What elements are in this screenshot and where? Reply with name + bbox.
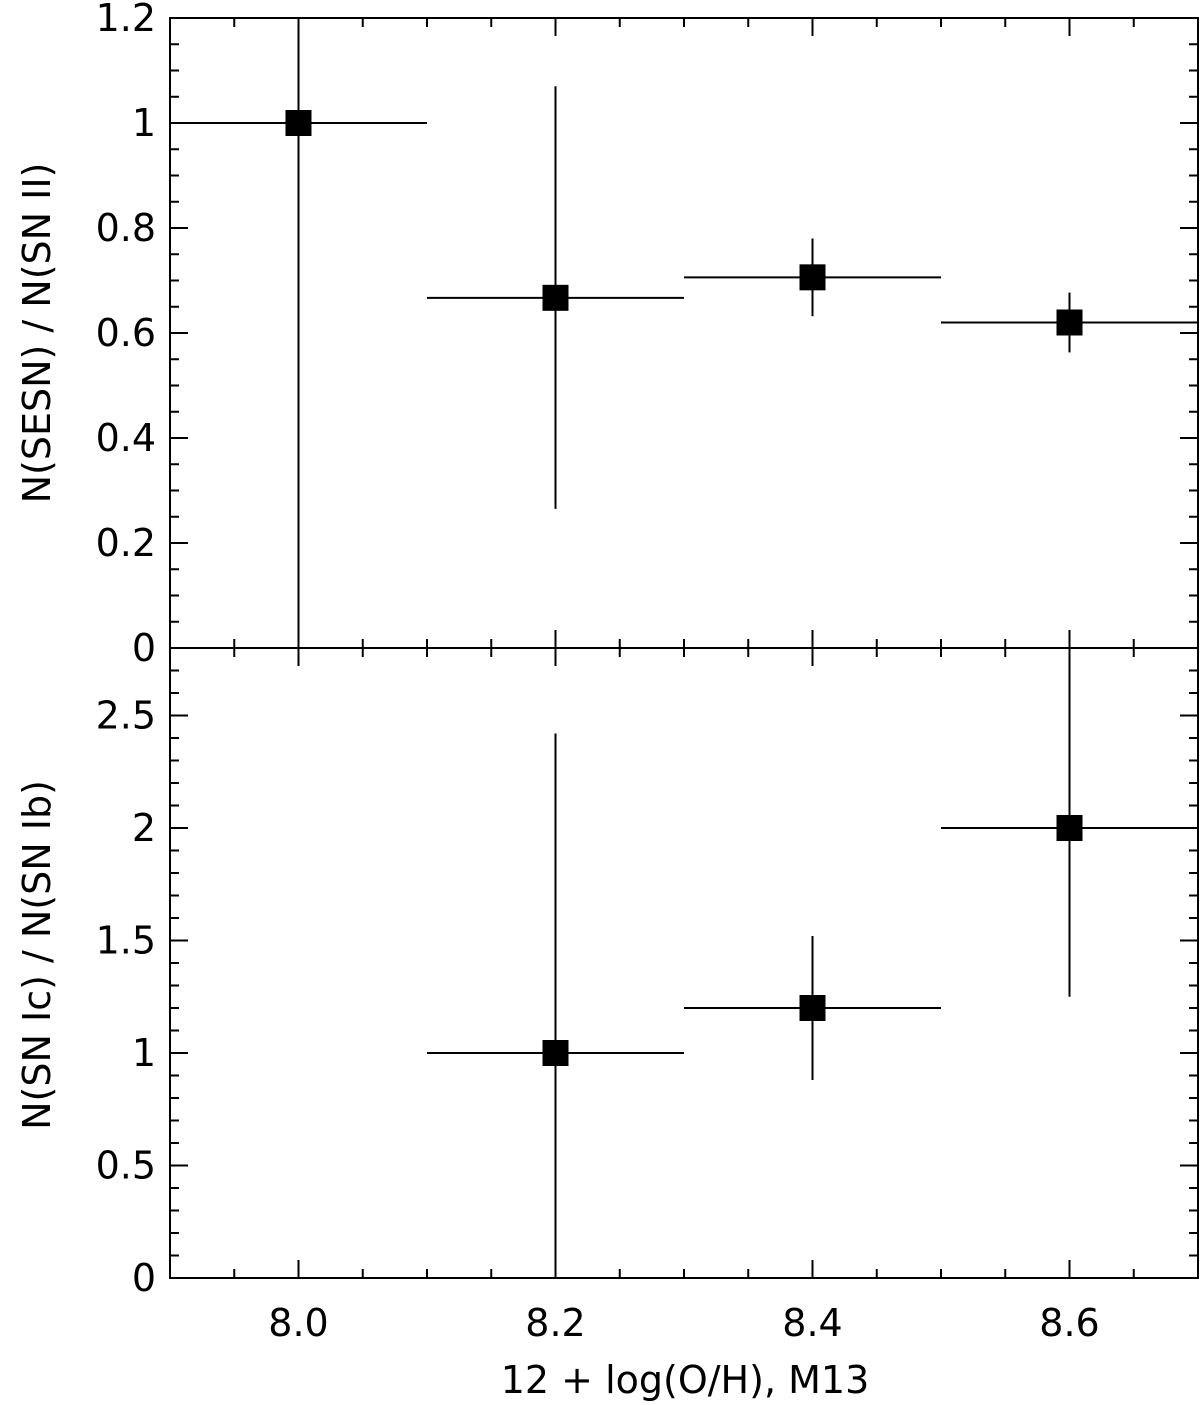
top-y-tick-label: 1.2 xyxy=(96,0,156,40)
bottom-y-tick-label: 1.5 xyxy=(96,919,156,963)
bottom-data-point xyxy=(1056,815,1083,841)
top-y-tick-label: 1 xyxy=(132,101,156,145)
bottom-y-tick-label: 0 xyxy=(132,1256,156,1300)
bottom-x-tick-label: 8.2 xyxy=(525,1301,585,1345)
top-plot-frame xyxy=(169,17,1199,649)
x-axis-title: 12 + log(O/H), M13 xyxy=(501,1358,870,1402)
bottom-plot-frame xyxy=(169,647,1199,1279)
bottom-x-tick-label: 8.4 xyxy=(782,1301,842,1345)
bottom-data-point xyxy=(799,995,826,1021)
top-data-point xyxy=(542,284,569,311)
bottom-y-tick-label: 2 xyxy=(132,806,156,850)
bottom-data-point xyxy=(542,1040,569,1066)
top-data-point xyxy=(1056,309,1083,336)
top-y-tick-label: 0.4 xyxy=(96,416,156,460)
bottom-y-axis-title: N(SN Ic) / N(SN Ib) xyxy=(15,780,59,1130)
bottom-x-tick-label: 8.0 xyxy=(268,1301,328,1345)
top-y-tick-label: 0.6 xyxy=(96,311,156,355)
top-y-tick-label: 0 xyxy=(132,626,156,670)
top-panel: 0 0.2 0.4 0.6 0.8 1 1.2 xyxy=(96,0,1199,670)
top-data-point xyxy=(799,264,826,291)
bottom-y-tick-label: 1 xyxy=(132,1031,156,1075)
bottom-y-tick-label: 0.5 xyxy=(96,1144,156,1188)
top-y-axis-title: N(SESN) / N(SN II) xyxy=(15,163,59,504)
top-y-tick-label: 0.2 xyxy=(96,521,156,565)
bottom-panel: 0 0.5 1 1.5 2 2.5 8.0 8.2 8.4 8.6 xyxy=(96,647,1199,1345)
bottom-x-tick-label: 8.6 xyxy=(1039,1301,1099,1345)
top-data-point xyxy=(285,110,312,136)
top-y-tick-label: 0.8 xyxy=(96,206,156,250)
bottom-y-tick-label: 2.5 xyxy=(96,694,156,738)
